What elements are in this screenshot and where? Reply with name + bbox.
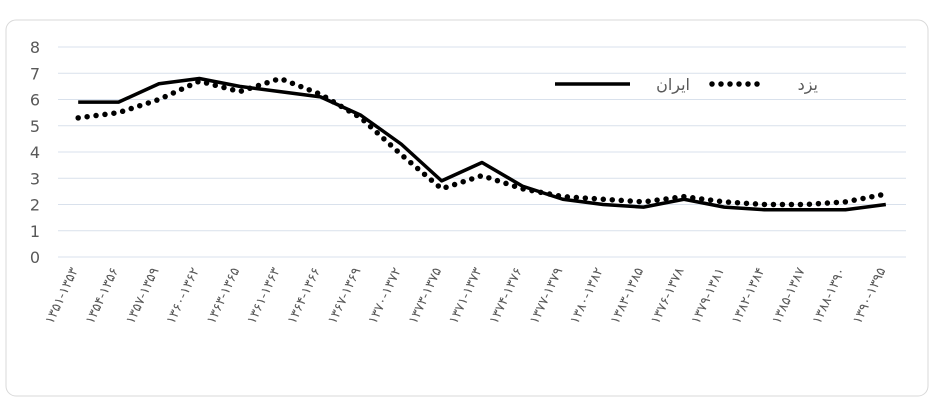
y-tick-label: 3 <box>30 169 40 188</box>
y-tick-label: 4 <box>30 143 40 162</box>
y-tick-label: 7 <box>30 64 40 83</box>
chart-frame <box>5 19 929 397</box>
legend-label: یزد <box>798 75 818 95</box>
y-tick-label: 1 <box>30 222 40 241</box>
y-tick-label: 5 <box>30 117 40 136</box>
y-tick-label: 2 <box>30 196 40 215</box>
y-tick-label: 6 <box>30 91 40 110</box>
legend-label: ایران <box>656 75 690 95</box>
y-tick-label: 0 <box>30 248 40 267</box>
line-series <box>78 76 887 212</box>
line-series <box>75 75 889 208</box>
y-tick-label: 8 <box>30 38 40 57</box>
